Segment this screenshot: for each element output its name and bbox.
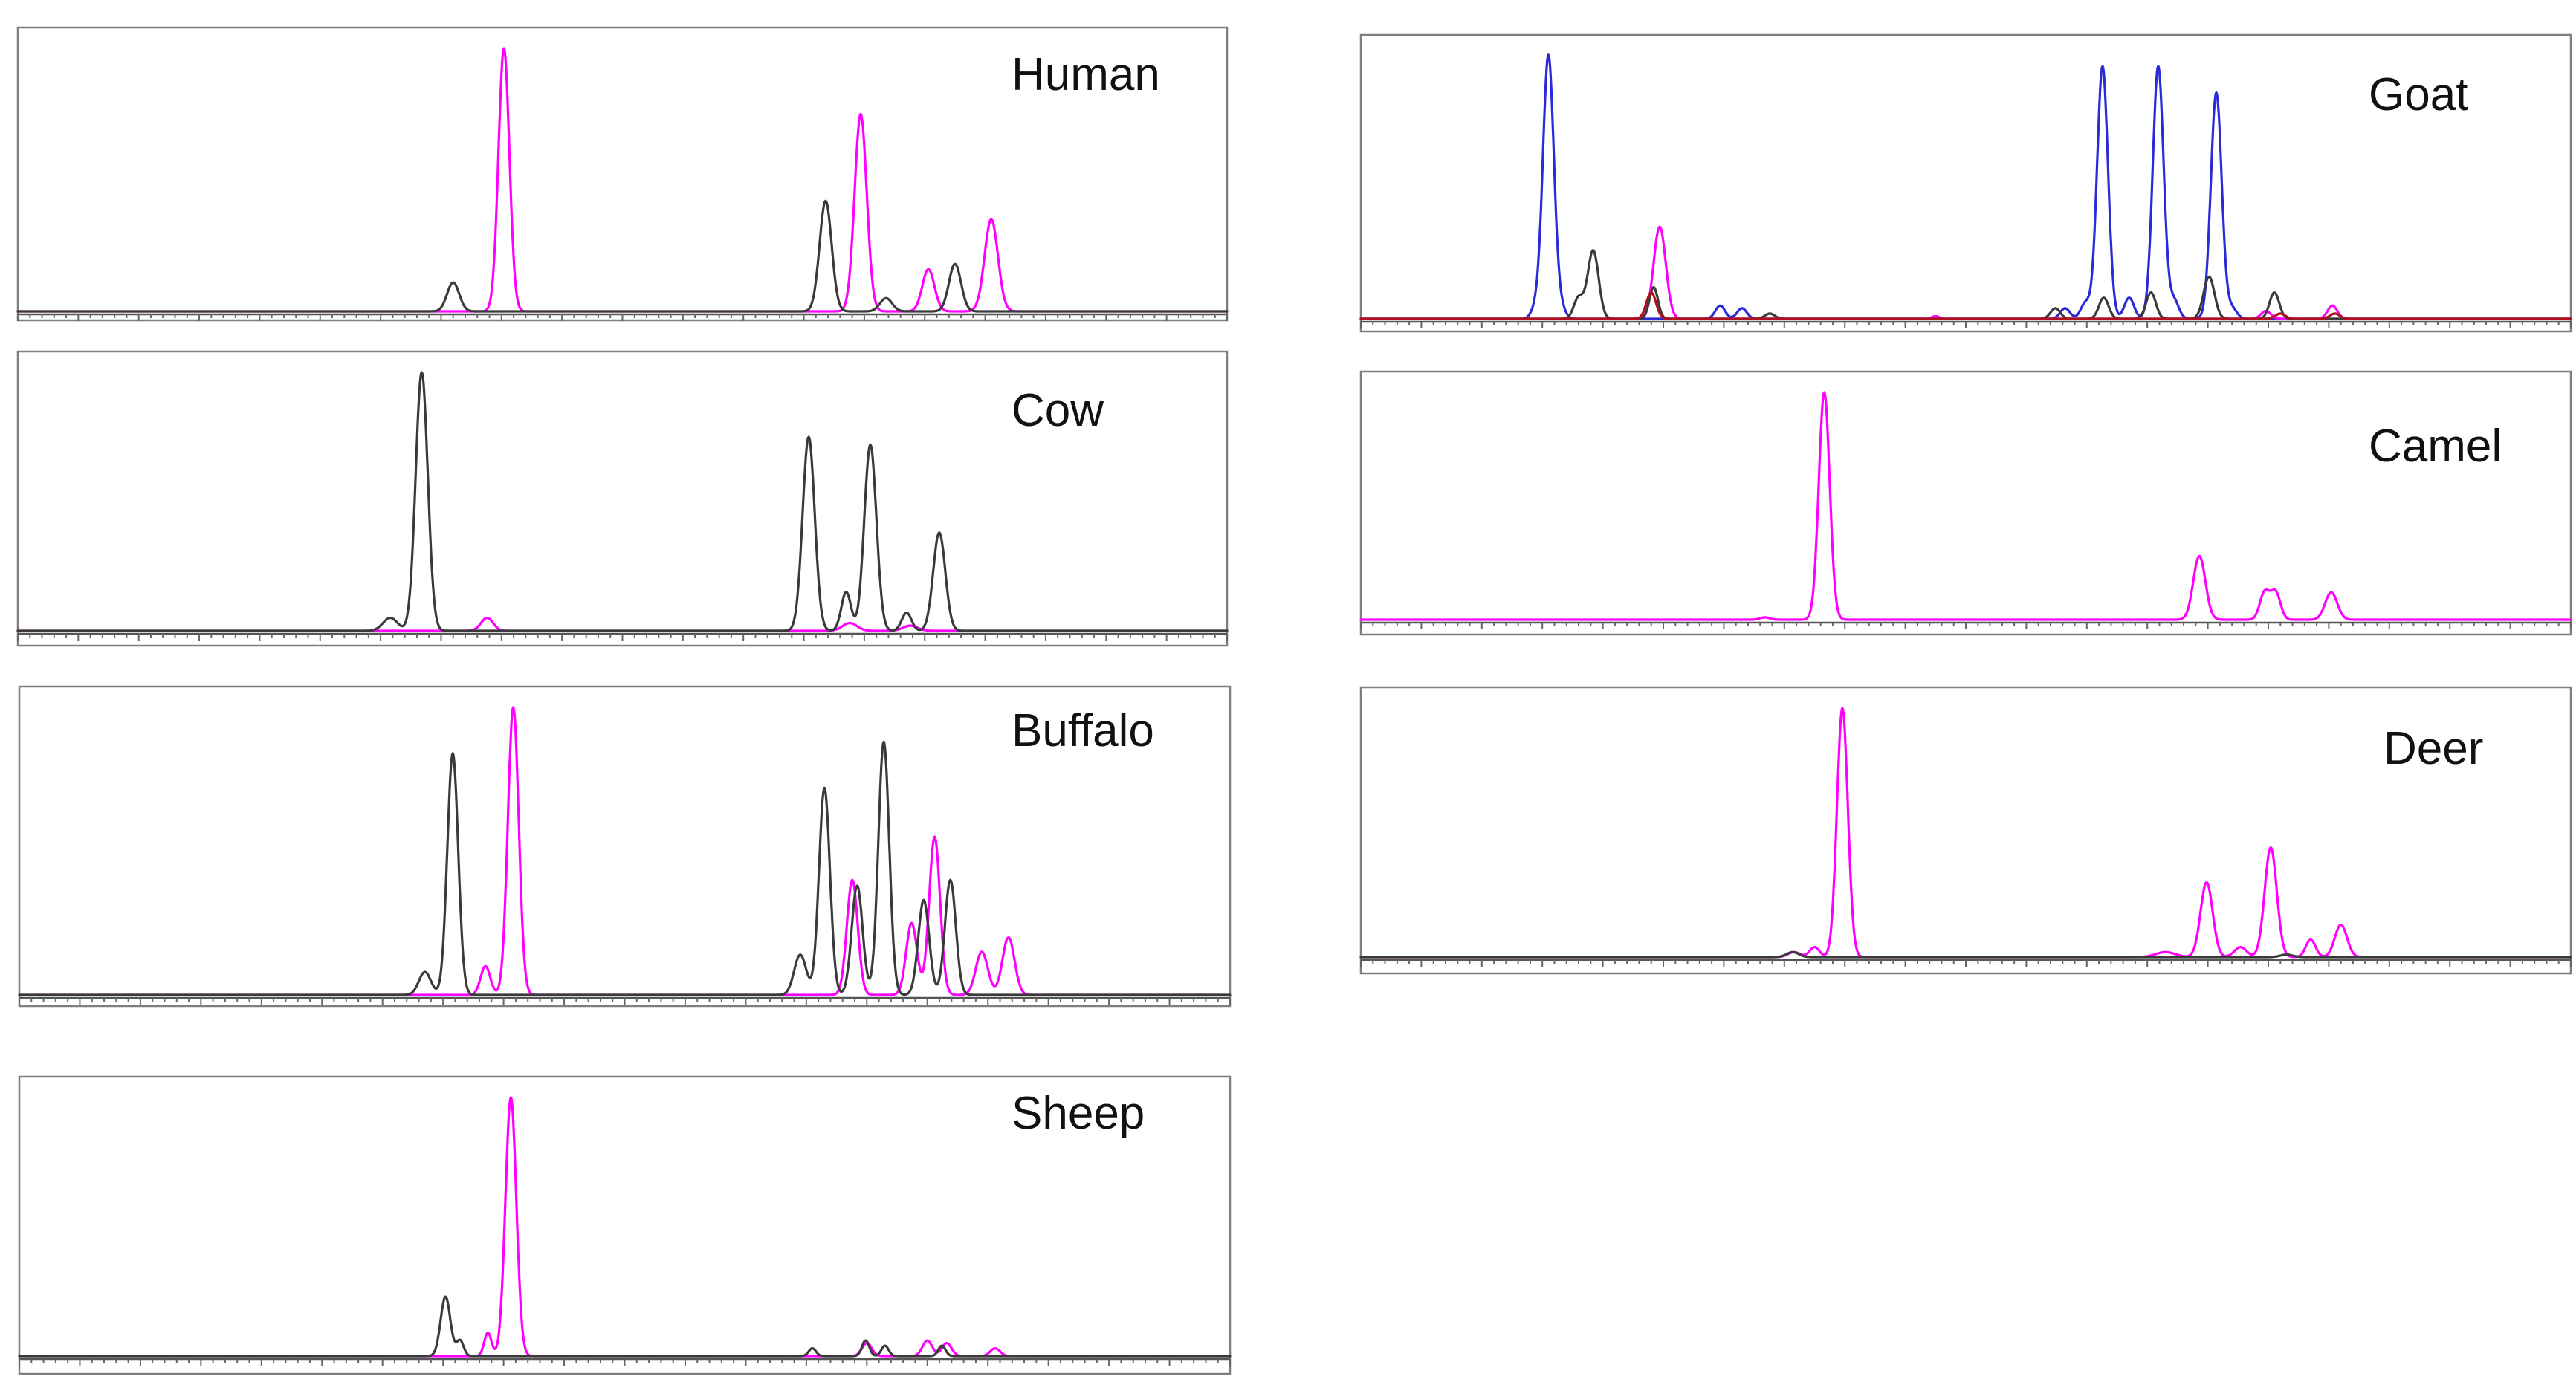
panel-title: Buffalo bbox=[1012, 705, 1154, 756]
panel-camel: Camel bbox=[1359, 370, 2572, 636]
panel-cow: Cow bbox=[16, 350, 1229, 647]
panel-frame bbox=[16, 26, 1229, 322]
trace-black bbox=[18, 1295, 1232, 1358]
x-axis-ticks bbox=[1360, 960, 2572, 967]
trace-magenta bbox=[1359, 391, 2572, 621]
panel-frame bbox=[18, 685, 1232, 1008]
panel-buffalo: Buffalo bbox=[18, 685, 1232, 1008]
panel-title: Goat bbox=[2369, 69, 2468, 120]
trace-black bbox=[16, 371, 1229, 632]
trace-black bbox=[1359, 950, 2572, 959]
panel-deer: Deer bbox=[1359, 686, 2572, 975]
traces bbox=[16, 47, 1229, 313]
panel-human: Human bbox=[16, 26, 1229, 322]
x-axis-ticks bbox=[1360, 322, 2572, 328]
traces bbox=[18, 1096, 1232, 1358]
panel-title: Human bbox=[1012, 49, 1160, 100]
panel-frame bbox=[1359, 33, 2572, 333]
trace-black bbox=[16, 199, 1229, 313]
panel-frame bbox=[1359, 370, 2572, 636]
panel-title: Sheep bbox=[1012, 1088, 1145, 1139]
x-axis-ticks bbox=[19, 998, 1231, 1005]
panel-goat: Goat bbox=[1359, 33, 2572, 333]
traces bbox=[1359, 391, 2572, 621]
traces bbox=[18, 706, 1232, 996]
panel-title: Cow bbox=[1012, 385, 1104, 436]
trace-black bbox=[18, 740, 1232, 996]
x-axis-ticks bbox=[17, 314, 1228, 321]
panel-title: Camel bbox=[2369, 421, 2502, 472]
panel-frame bbox=[16, 350, 1229, 647]
panel-frame bbox=[1359, 686, 2572, 975]
panel-sheep: Sheep bbox=[18, 1075, 1232, 1375]
x-axis-ticks bbox=[1360, 623, 2572, 629]
panel-frame bbox=[18, 1075, 1232, 1375]
traces bbox=[16, 371, 1229, 632]
panel-title: Deer bbox=[2384, 723, 2483, 774]
trace-red bbox=[1359, 291, 2572, 320]
x-axis-ticks bbox=[19, 1359, 1231, 1366]
traces bbox=[1359, 53, 2572, 320]
traces bbox=[1359, 707, 2572, 959]
x-axis-ticks bbox=[17, 634, 1228, 641]
